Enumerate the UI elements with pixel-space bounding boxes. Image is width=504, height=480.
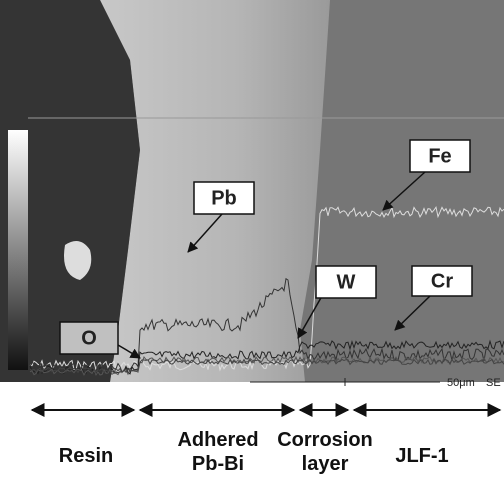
region-label: Pb-Bi bbox=[192, 453, 244, 475]
region-label: JLF-1 bbox=[395, 445, 448, 467]
region-label: layer bbox=[302, 453, 349, 475]
figure: 50μm SE Pb Fe W Cr O Resin Adhered Pb-Bi… bbox=[0, 0, 504, 480]
scale-length: 50μm bbox=[447, 377, 475, 389]
region-label: Corrosion bbox=[277, 429, 373, 451]
element-label: W bbox=[337, 271, 356, 293]
scale-mode: SE bbox=[486, 377, 501, 389]
micrograph: 50μm SE bbox=[0, 0, 504, 480]
element-label: Pb bbox=[211, 187, 237, 209]
element-label: Fe bbox=[428, 145, 451, 167]
region-label: Adhered bbox=[177, 429, 258, 451]
element-label: O bbox=[81, 327, 97, 349]
region-label: Resin bbox=[59, 445, 113, 467]
element-label: Cr bbox=[431, 270, 453, 292]
gray-bar bbox=[8, 130, 28, 370]
